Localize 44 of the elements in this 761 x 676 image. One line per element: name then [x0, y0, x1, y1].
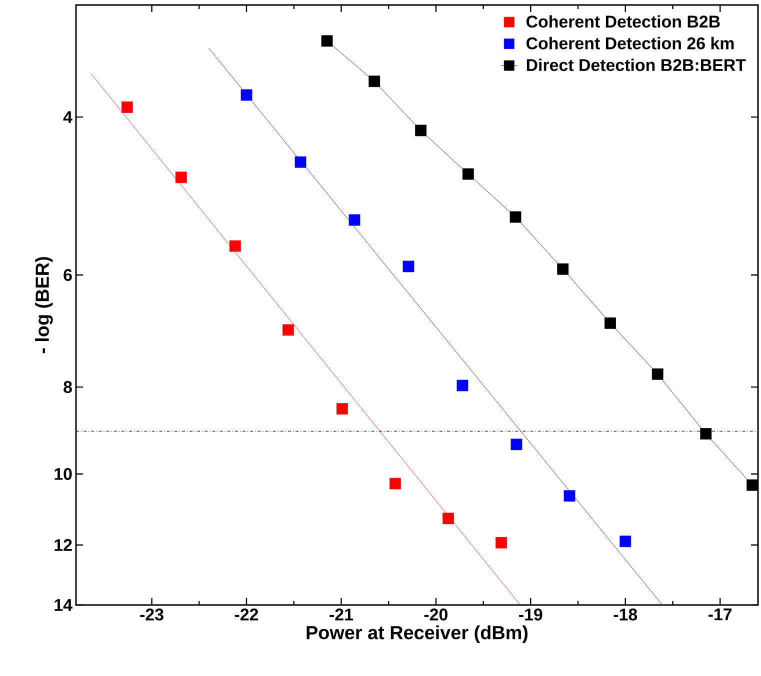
point [700, 428, 712, 440]
point [604, 317, 616, 329]
point [456, 380, 468, 392]
x-axis-title: Power at Receiver (dBm) [306, 625, 528, 644]
point [510, 211, 522, 223]
point [121, 101, 133, 113]
y-tick-label: 10 [54, 468, 72, 480]
y-tick-label: 6 [64, 268, 72, 281]
point [620, 536, 632, 548]
point [564, 490, 576, 502]
point [402, 260, 414, 272]
x-tick-label: -17 [708, 608, 732, 620]
x-tick-label: -20 [424, 608, 448, 621]
point [496, 536, 508, 548]
point [557, 263, 569, 275]
point [348, 214, 360, 226]
legend-label: Direct Detection B2B:BERT [526, 58, 746, 72]
point [229, 240, 241, 252]
point [746, 479, 758, 491]
x-tick-label: -18 [614, 608, 638, 621]
legend-label: Coherent Detection B2B [526, 15, 720, 28]
point [336, 403, 348, 415]
x-tick-label: -22 [234, 608, 258, 620]
point [442, 512, 454, 524]
point [510, 438, 522, 450]
y-tick-label: 12 [54, 539, 72, 551]
point [390, 478, 401, 490]
legend-label: Coherent Detection 26 km [526, 36, 734, 50]
point [321, 35, 333, 47]
y-axis-title: - log (BER) [35, 257, 53, 354]
x-tick-label: -19 [519, 608, 542, 621]
point [652, 368, 664, 380]
point [294, 156, 306, 168]
y-tick-label: 14 [54, 599, 72, 611]
y-tick-label: 8 [64, 381, 72, 394]
point [368, 76, 380, 88]
point [240, 89, 252, 101]
point [282, 324, 294, 336]
y-tick-label: 4 [63, 111, 72, 123]
point [462, 168, 474, 180]
x-tick-label: -21 [330, 608, 353, 620]
x-tick-label: -23 [140, 608, 164, 621]
point [175, 172, 187, 184]
point [415, 124, 426, 136]
